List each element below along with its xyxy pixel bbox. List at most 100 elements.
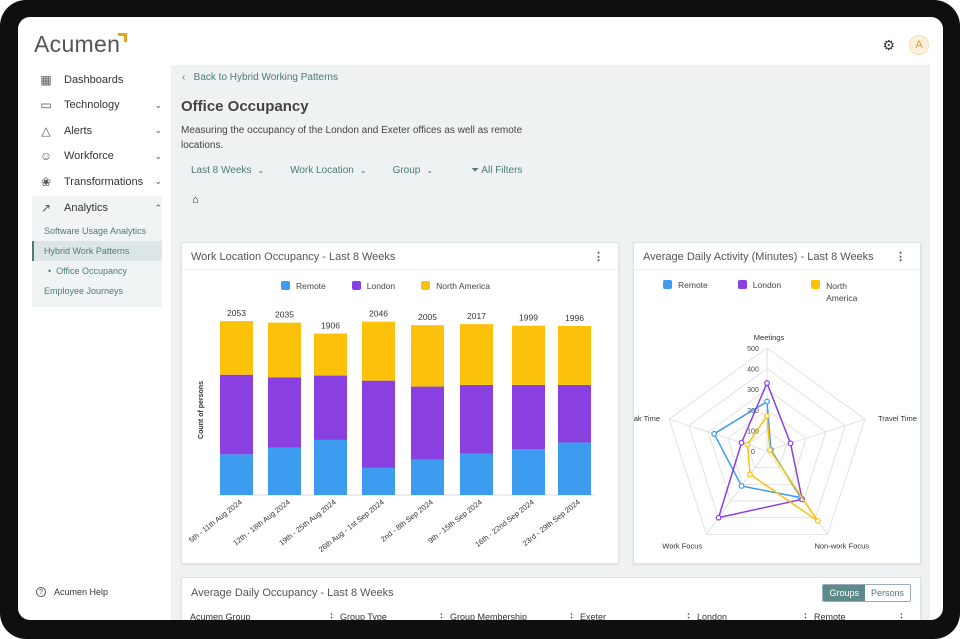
warning-icon: △	[41, 123, 51, 138]
activity-radar-chart-card: Average Daily Activity (Minutes) - Last …	[633, 242, 921, 564]
column-header[interactable]: Exeter ⋮	[580, 612, 693, 620]
main-content: ‹ Back to Hybrid Working Patterns Office…	[171, 65, 930, 620]
radar-point	[744, 441, 751, 448]
avatar[interactable]: A	[909, 35, 929, 55]
chevron-down-icon: ⌄	[154, 176, 162, 186]
filter-label: Group	[392, 165, 421, 176]
column-header[interactable]: Group Membership ⋮	[450, 612, 576, 620]
more-options-icon[interactable]: ⋮	[593, 251, 604, 263]
bar-segment-remote	[314, 439, 347, 495]
column-header[interactable]: London ⋮	[697, 612, 810, 620]
sidebar-item-label: Workforce	[64, 150, 114, 163]
sidebar-subitem-office-occupancy[interactable]: • Office Occupancy	[48, 266, 128, 276]
sidebar-item-workforce[interactable]: ☺ Workforce ⌄	[32, 144, 162, 170]
gear-icon[interactable]: ⚙	[882, 36, 895, 53]
sidebar-subitem-software-usage[interactable]: Software Usage Analytics	[44, 226, 147, 236]
table-title: Average Daily Occupancy - Last 8 Weeks	[191, 587, 394, 599]
legend-item-remote: Remote	[281, 281, 326, 291]
filter-group[interactable]: Group ⌄	[393, 165, 434, 176]
radar-axis-line	[766, 418, 866, 452]
radar-point	[715, 514, 722, 521]
radar-axis-label: Break Time	[634, 414, 660, 423]
filter-work-location[interactable]: Work Location ⌄	[290, 165, 366, 176]
bar-segment-north-america	[220, 321, 253, 375]
back-link-label: Back to Hybrid Working Patterns	[193, 72, 338, 83]
radar-point	[711, 430, 718, 437]
radar-grid-ring	[707, 388, 827, 502]
sidebar-subitem-employee-journeys[interactable]: Employee Journeys	[44, 286, 124, 296]
radar-grid-ring	[688, 367, 846, 519]
network-icon: ❀	[40, 174, 52, 189]
filter-label: Work Location	[290, 165, 354, 176]
app-screen: Acumen ⚙ A ▦ Dashboards ▭ Technology ⌄ △…	[18, 17, 943, 620]
bar-total-label: 1999	[519, 313, 538, 323]
bar-segment-remote	[362, 467, 395, 495]
sidebar-item-dashboards[interactable]: ▦ Dashboards	[32, 67, 162, 93]
bar-total-label: 1906	[321, 321, 340, 331]
bar-segment-north-america	[362, 321, 395, 381]
filter-label: Last 8 Weeks	[191, 165, 252, 176]
radar-point	[764, 398, 770, 405]
toggle-persons[interactable]: Persons	[864, 585, 910, 601]
y-axis-label: Count of persons	[198, 381, 205, 439]
bar-segment-north-america	[268, 322, 301, 378]
radar-point	[787, 440, 794, 447]
legend-item-north-america: North America	[811, 280, 871, 304]
legend-item-remote: Remote	[663, 280, 708, 304]
radar-point	[767, 447, 773, 453]
sidebar-item-alerts[interactable]: △ Alerts ⌄	[32, 118, 162, 144]
sidebar-subitem-label: Office Occupancy	[56, 266, 128, 276]
bar-segment-north-america	[460, 324, 493, 385]
radar-grid-ring	[668, 347, 866, 535]
chevron-up-icon: ⌃	[154, 202, 162, 213]
legend-item-north-america: North America	[421, 281, 490, 291]
chart-title: Work Location Occupancy - Last 8 Weeks	[191, 251, 396, 263]
chevron-down-icon: ⌄	[426, 166, 434, 175]
chevron-down-icon: ⌄	[257, 166, 265, 175]
bar-segment-london	[220, 374, 253, 455]
radar-point	[747, 471, 753, 478]
radar-point	[764, 380, 770, 386]
toggle-groups[interactable]: Groups	[823, 585, 865, 601]
filter-date-range[interactable]: Last 8 Weeks ⌄	[191, 165, 264, 176]
table-header: Acumen Group ⋮ Group Type ⋮ Group Membersh…	[190, 612, 910, 620]
bar-segment-london	[411, 386, 444, 460]
bar-segment-remote	[411, 459, 444, 495]
column-header[interactable]: Group Type ⋮	[340, 612, 446, 620]
radar-series-north-america	[746, 413, 819, 522]
radar-tick-label: 100	[747, 428, 759, 435]
bar-segment-london	[268, 377, 301, 448]
analytics-group: ↗ Analytics ⌃ Software Usage Analytics H…	[32, 195, 162, 307]
radar-axis-line	[706, 450, 768, 535]
sidebar-item-analytics[interactable]: ↗ Analytics ⌃	[32, 196, 162, 222]
sidebar-item-technology[interactable]: ▭ Technology ⌄	[32, 93, 162, 119]
bar-segment-london	[314, 375, 347, 440]
home-icon[interactable]: ⌂	[192, 194, 199, 206]
legend-label: North America	[826, 281, 858, 303]
all-filters-button[interactable]: ⏷ All Filters	[471, 165, 522, 176]
legend-item-london: London	[351, 281, 396, 291]
back-link[interactable]: ‹ Back to Hybrid Working Patterns	[182, 72, 338, 83]
bar-segment-remote	[268, 447, 301, 495]
column-header[interactable]: Remote ⋮	[814, 612, 906, 620]
dashboard-icon: ▦	[40, 72, 52, 87]
radar-series-remote	[713, 400, 803, 499]
bar-segment-north-america	[314, 333, 347, 376]
logo-mark-icon	[118, 33, 127, 42]
trend-icon: ↗	[40, 201, 52, 216]
legend-label: London	[366, 281, 396, 291]
daily-occupancy-table-card: Average Daily Occupancy - Last 8 Weeks G…	[181, 577, 921, 620]
bar-segment-remote	[460, 453, 493, 495]
chart-title: Average Daily Activity (Minutes) - Last …	[643, 251, 874, 263]
help-link[interactable]: ? Acumen Help	[36, 587, 108, 597]
bar-segment-north-america	[558, 325, 591, 385]
sidebar-item-transformations[interactable]: ❀ Transformations ⌄	[32, 169, 162, 195]
sidebar-item-label: Technology	[64, 99, 120, 112]
column-header[interactable]: Acumen Group ⋮	[190, 612, 336, 620]
sidebar-subitem-hybrid-work[interactable]: Hybrid Work Patterns	[32, 241, 162, 261]
more-options-icon[interactable]: ⋮	[895, 251, 906, 263]
bar-total-label: 2035	[275, 310, 294, 320]
occupancy-bar-chart-card: Work Location Occupancy - Last 8 Weeks ⋮…	[181, 242, 619, 564]
legend-item-london: London	[737, 280, 781, 304]
